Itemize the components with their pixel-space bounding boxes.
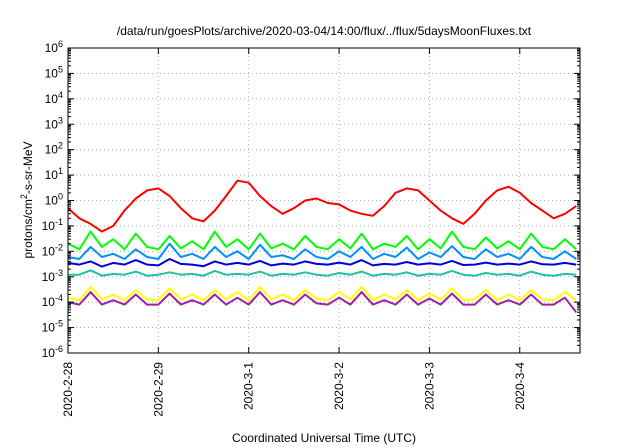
series-line-4	[67, 258, 577, 268]
y-tick-label-exp: -6	[55, 344, 63, 354]
y-tick-label-base: 10	[42, 321, 56, 335]
x-tick-label: 2020-2-28	[61, 362, 75, 417]
series-line-6	[67, 285, 577, 302]
y-tick-label: 104	[45, 90, 63, 106]
series-line-7	[67, 291, 577, 313]
y-tick-label: 10-4	[42, 293, 63, 309]
y-axis-label-suffix: -s-sr-MeV	[21, 141, 35, 194]
y-tick-label-exp: -2	[55, 242, 63, 252]
x-tick-label: 2020-3-1	[242, 362, 256, 410]
y-tick-label-exp: -1	[55, 217, 63, 227]
y-tick-label: 10-5	[42, 319, 63, 335]
y-tick-label-base: 10	[45, 41, 59, 55]
y-tick-label-exp: 5	[58, 64, 63, 74]
x-tick-label: 2020-2-29	[151, 362, 165, 417]
series-line-5	[68, 269, 577, 277]
y-tick-label-exp: 4	[58, 90, 63, 100]
y-axis-label: protons/cm2-s-sr-MeV	[19, 141, 35, 258]
y-tick-label-exp: 3	[58, 115, 63, 125]
y-tick-label-base: 10	[42, 295, 56, 309]
series-line-3	[67, 242, 577, 260]
y-tick-label: 10-3	[42, 268, 63, 284]
y-tick-label: 10-2	[42, 242, 63, 258]
y-tick-label-base: 10	[45, 168, 59, 182]
y-tick-label-exp: 6	[58, 39, 63, 49]
y-tick-label: 10-1	[42, 217, 63, 233]
y-tick-label-exp: -4	[55, 293, 63, 303]
series-line-2	[67, 230, 577, 251]
y-tick-label-base: 10	[45, 117, 59, 131]
y-tick-label-exp: -3	[55, 268, 63, 278]
y-axis-label-prefix: protons/cm	[21, 199, 35, 258]
y-tick-label-exp: 2	[58, 141, 63, 151]
series-line-1	[67, 179, 577, 233]
y-tick-label: 106	[45, 39, 63, 55]
y-tick-label: 101	[45, 166, 63, 182]
y-tick-label-base: 10	[45, 92, 59, 106]
y-tick-label-base: 10	[42, 346, 56, 360]
x-tick-label: 2020-3-4	[513, 362, 527, 410]
series-lines	[67, 179, 577, 313]
y-axis-label-sup: 2	[19, 194, 29, 199]
y-tick-label-base: 10	[42, 219, 56, 233]
y-tick-label: 10-6	[42, 344, 63, 360]
y-axis: 10-610-510-410-310-210-11001011021031041…	[42, 39, 580, 360]
x-axis-label: Coordinated Universal Time (UTC)	[232, 431, 416, 445]
y-tick-label: 100	[45, 192, 63, 208]
y-tick-label: 102	[45, 141, 63, 157]
y-tick-label-exp: 0	[58, 192, 63, 202]
y-tick-label-base: 10	[45, 194, 59, 208]
y-tick-label: 105	[45, 64, 63, 80]
y-tick-label-exp: -5	[55, 319, 63, 329]
y-tick-label-base: 10	[45, 66, 59, 80]
y-tick-label-base: 10	[45, 143, 59, 157]
y-tick-label-exp: 1	[58, 166, 63, 176]
chart-title: /data/run/goesPlots/archive/2020-03-04/1…	[117, 24, 532, 38]
x-axis: 2020-2-28 2020-2-29 2020-3-1 2020-3-2 2020-3…	[61, 48, 527, 417]
x-tick-label: 2020-3-3	[422, 362, 436, 410]
x-tick-label: 2020-3-2	[332, 362, 346, 410]
y-tick-label-base: 10	[42, 270, 56, 284]
y-tick-label: 103	[45, 115, 63, 131]
y-tick-label-base: 10	[42, 244, 56, 258]
